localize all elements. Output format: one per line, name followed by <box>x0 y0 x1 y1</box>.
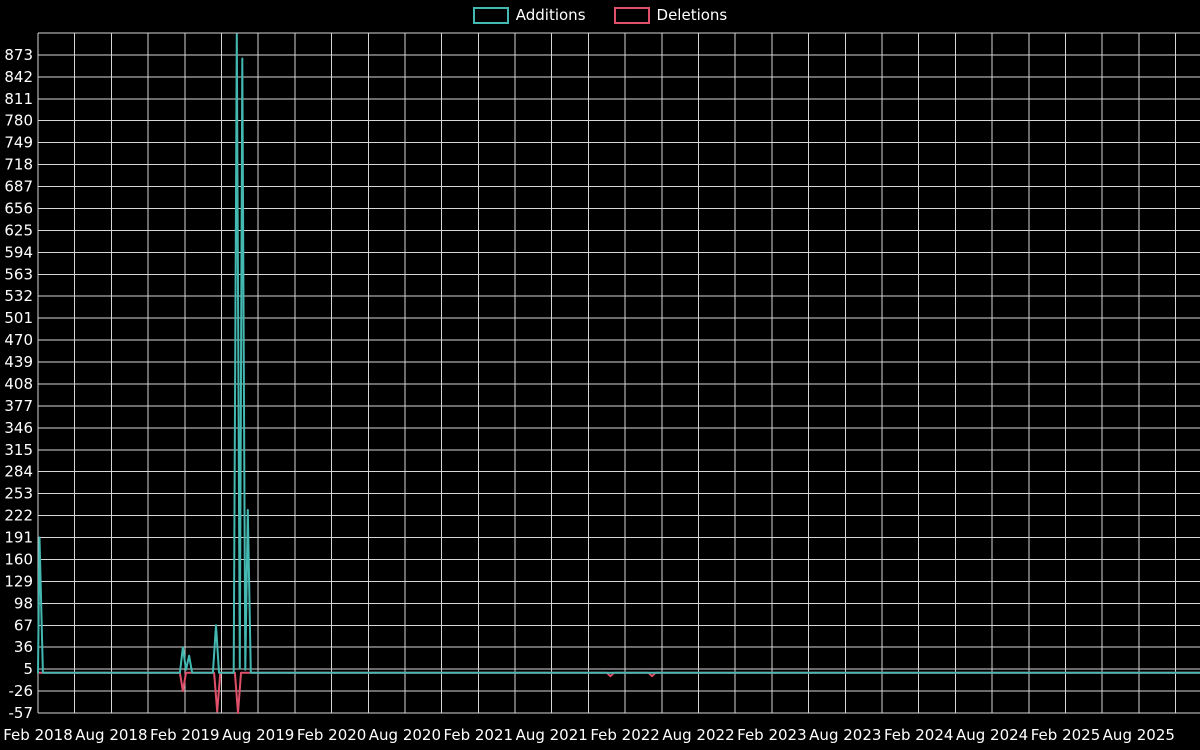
svg-text:656: 656 <box>4 200 33 218</box>
svg-text:Aug 2023: Aug 2023 <box>809 726 881 744</box>
additions-swatch-icon <box>472 7 509 24</box>
svg-text:811: 811 <box>4 90 33 108</box>
svg-text:284: 284 <box>4 463 33 481</box>
svg-text:377: 377 <box>4 397 33 415</box>
svg-text:67: 67 <box>14 616 33 634</box>
svg-text:5: 5 <box>23 660 33 678</box>
svg-text:Aug 2025: Aug 2025 <box>1103 726 1175 744</box>
svg-text:Aug 2020: Aug 2020 <box>369 726 441 744</box>
svg-text:Feb 2021: Feb 2021 <box>444 726 514 744</box>
svg-text:873: 873 <box>4 46 33 64</box>
svg-text:625: 625 <box>4 221 33 239</box>
deletions-legend-label: Deletions <box>656 6 728 24</box>
svg-text:842: 842 <box>4 68 33 86</box>
svg-text:Aug 2022: Aug 2022 <box>662 726 734 744</box>
legend-item-additions[interactable]: Additions <box>472 6 586 24</box>
additions-legend-label: Additions <box>515 6 586 24</box>
svg-text:408: 408 <box>4 375 33 393</box>
svg-text:160: 160 <box>4 551 33 569</box>
svg-text:Feb 2025: Feb 2025 <box>1031 726 1101 744</box>
svg-text:501: 501 <box>4 309 33 327</box>
svg-text:-57: -57 <box>9 704 34 722</box>
svg-text:222: 222 <box>4 507 33 525</box>
svg-text:Feb 2022: Feb 2022 <box>590 726 660 744</box>
svg-text:Feb 2020: Feb 2020 <box>297 726 367 744</box>
svg-text:98: 98 <box>14 594 33 612</box>
svg-text:Feb 2023: Feb 2023 <box>737 726 807 744</box>
svg-text:532: 532 <box>4 287 33 305</box>
svg-text:563: 563 <box>4 265 33 283</box>
svg-text:439: 439 <box>4 353 33 371</box>
deletions-swatch-icon <box>613 7 650 24</box>
svg-text:129: 129 <box>4 572 33 590</box>
svg-text:191: 191 <box>4 529 33 547</box>
svg-text:Aug 2024: Aug 2024 <box>956 726 1028 744</box>
svg-text:Aug 2021: Aug 2021 <box>516 726 588 744</box>
svg-text:346: 346 <box>4 419 33 437</box>
svg-text:315: 315 <box>4 441 33 459</box>
svg-text:Feb 2018: Feb 2018 <box>3 726 73 744</box>
svg-text:-26: -26 <box>9 682 34 700</box>
chart-legend: Additions Deletions <box>0 7 1200 24</box>
svg-text:718: 718 <box>4 156 33 174</box>
svg-text:594: 594 <box>4 243 33 261</box>
legend-item-deletions[interactable]: Deletions <box>613 6 728 24</box>
svg-text:Feb 2019: Feb 2019 <box>150 726 220 744</box>
svg-text:Aug 2019: Aug 2019 <box>222 726 294 744</box>
svg-text:Feb 2024: Feb 2024 <box>884 726 954 744</box>
svg-text:687: 687 <box>4 178 33 196</box>
svg-text:780: 780 <box>4 112 33 130</box>
svg-text:470: 470 <box>4 331 33 349</box>
svg-text:253: 253 <box>4 485 33 503</box>
svg-text:Aug 2018: Aug 2018 <box>75 726 147 744</box>
svg-text:749: 749 <box>4 134 33 152</box>
svg-text:36: 36 <box>14 638 33 656</box>
